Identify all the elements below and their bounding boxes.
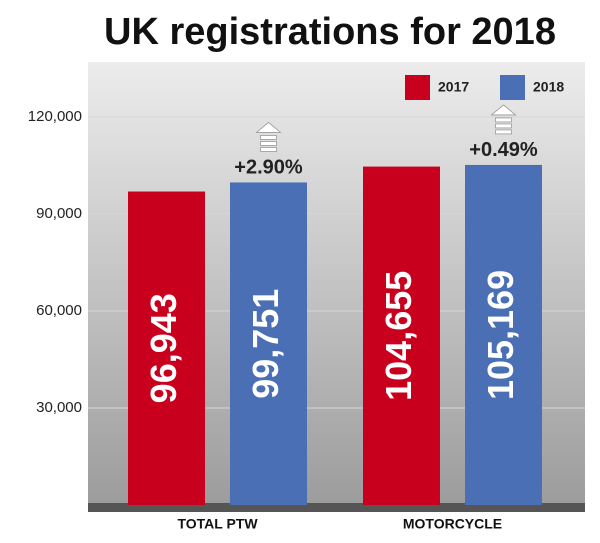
arrow-part <box>495 123 512 129</box>
annotation: +2.90% <box>234 157 303 179</box>
y-tick-label: 60,000 <box>36 302 82 319</box>
bar <box>465 164 542 505</box>
data-label: 104,655 <box>378 271 419 401</box>
data-label: 99,751 <box>245 289 286 399</box>
arrow-icon <box>255 121 282 152</box>
chart-title: UK registrations for 2018 <box>104 11 556 53</box>
arrow-part <box>495 129 512 135</box>
arrow-icon <box>490 104 517 135</box>
arrow-part <box>260 147 277 152</box>
x-tick-label: MOTORCYCLE <box>403 516 502 532</box>
legend-label: 2017 <box>438 79 469 95</box>
bar <box>230 182 307 505</box>
x-tick-label: TOTAL PTW <box>177 516 258 532</box>
y-tick-label: 120,000 <box>28 108 82 125</box>
arrow-part <box>490 104 517 116</box>
data-label: 105,169 <box>480 270 521 400</box>
legend-label: 2018 <box>533 79 564 95</box>
arrow-part <box>260 135 277 140</box>
y-tick-label: 30,000 <box>36 399 82 416</box>
arrow-part <box>495 117 512 123</box>
bar <box>363 166 440 506</box>
plot-base <box>88 503 585 512</box>
data-label: 96,943 <box>143 293 184 403</box>
bar <box>128 191 205 505</box>
annotation: +0.49% <box>469 139 538 161</box>
arrow-part <box>260 141 277 146</box>
arrow-part <box>255 121 282 133</box>
legend-swatch <box>405 75 430 100</box>
y-tick-label: 90,000 <box>36 205 82 222</box>
legend-swatch <box>500 75 525 100</box>
